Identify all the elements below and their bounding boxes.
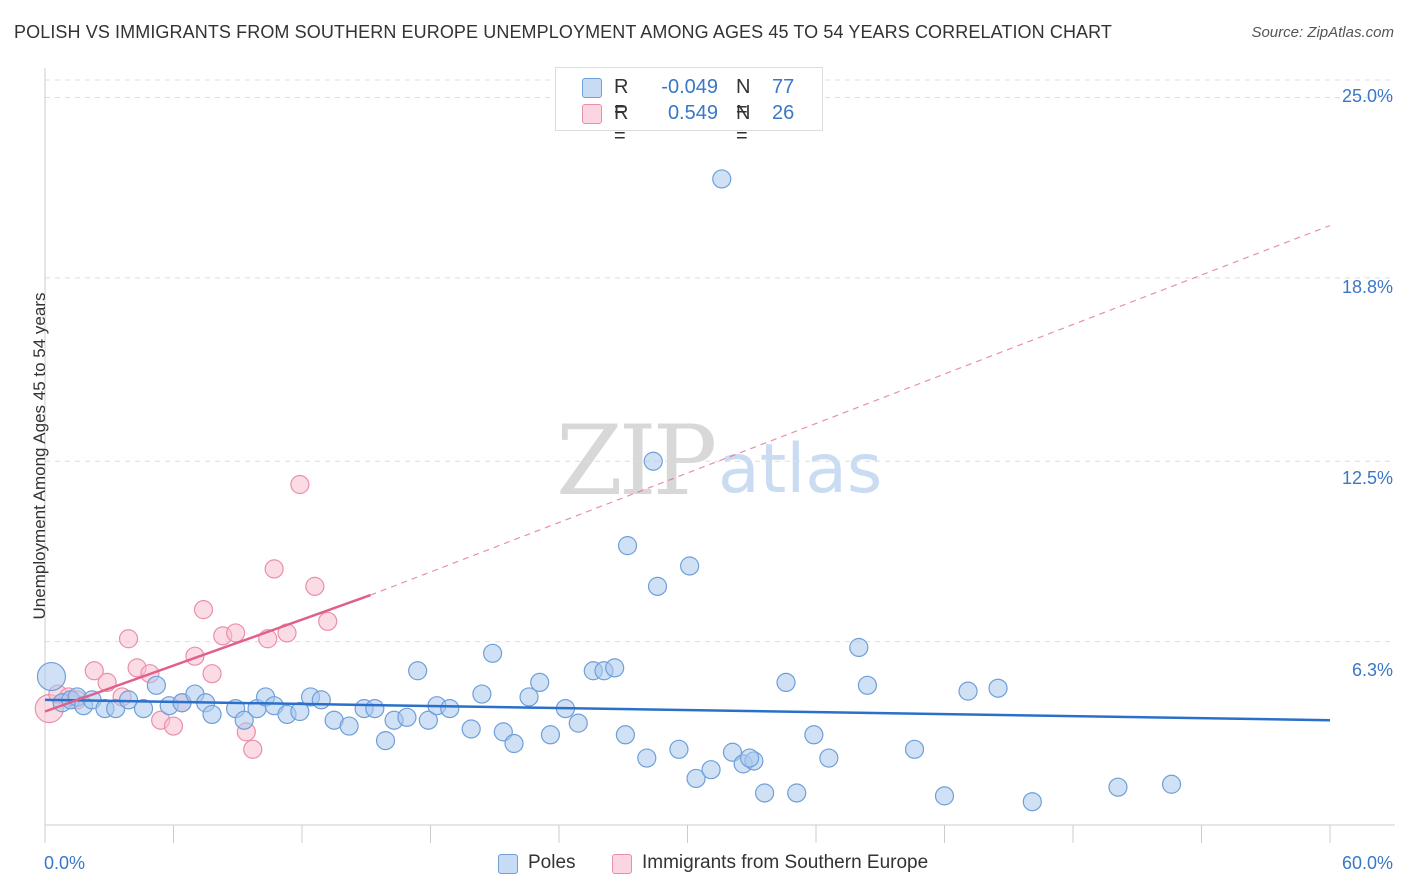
data-point-poles bbox=[787, 783, 807, 803]
data-point-poles bbox=[617, 536, 638, 556]
y-tick-label: 6.3% bbox=[1351, 660, 1393, 680]
data-point-poles bbox=[643, 451, 663, 471]
watermark-atlas: atlas bbox=[718, 430, 883, 509]
data-point-poles bbox=[904, 739, 925, 759]
data-point-immigrants bbox=[193, 600, 214, 620]
data-point-poles bbox=[483, 643, 503, 663]
data-point-poles bbox=[440, 698, 460, 719]
bottom-legend-swatch-immigrants bbox=[612, 854, 632, 874]
data-point-poles bbox=[637, 748, 657, 768]
trend-line-immigrants bbox=[44, 593, 371, 713]
data-point-poles bbox=[819, 748, 839, 768]
data-point-poles bbox=[36, 661, 67, 692]
x-tick-label-max: 60.0% bbox=[1341, 853, 1393, 873]
data-point-poles bbox=[647, 576, 668, 596]
chart-title: POLISH VS IMMIGRANTS FROM SOUTHERN EUROP… bbox=[14, 22, 1113, 42]
data-point-immigrants bbox=[84, 661, 104, 681]
data-point-immigrants bbox=[243, 739, 263, 759]
data-point-poles bbox=[934, 786, 955, 806]
data-point-poles bbox=[504, 733, 524, 754]
data-point-poles bbox=[365, 698, 385, 719]
data-point-poles bbox=[804, 725, 824, 745]
source-label[interactable]: Source: ZipAtlas.com bbox=[1251, 24, 1394, 41]
data-point-immigrants bbox=[226, 623, 246, 643]
data-point-poles bbox=[849, 637, 869, 658]
y-tick-label: 12.5% bbox=[1341, 468, 1393, 488]
data-point-poles bbox=[397, 707, 417, 727]
data-point-poles bbox=[418, 710, 438, 730]
legend-r-value: -0.049 bbox=[661, 76, 718, 98]
bottom-legend-poles[interactable]: Poles bbox=[528, 852, 576, 873]
data-point-poles bbox=[375, 731, 396, 751]
y-tick-label: 18.8% bbox=[1341, 277, 1393, 297]
data-point-poles bbox=[988, 678, 1008, 698]
legend-n-label: N = bbox=[736, 102, 751, 147]
data-point-immigrants bbox=[318, 611, 338, 631]
legend-r-value: 0.549 bbox=[667, 102, 718, 124]
data-point-poles bbox=[712, 169, 732, 189]
data-point-poles bbox=[669, 739, 689, 759]
legend-n-value: 77 bbox=[772, 76, 795, 98]
data-point-poles bbox=[740, 748, 760, 768]
data-point-poles bbox=[568, 713, 588, 733]
data-point-poles bbox=[540, 725, 561, 745]
data-point-poles bbox=[133, 698, 154, 719]
data-point-poles bbox=[408, 661, 428, 681]
data-point-poles bbox=[290, 701, 310, 722]
legend-swatch-blue bbox=[582, 78, 602, 98]
legend-r-label: R = bbox=[614, 76, 629, 121]
data-point-poles bbox=[1161, 774, 1182, 794]
trend-line-poles bbox=[44, 698, 1331, 722]
legend-n-value: 26 bbox=[772, 102, 795, 124]
data-point-poles bbox=[958, 681, 978, 701]
legend-r-label: R = bbox=[614, 102, 629, 147]
trend-lines bbox=[44, 224, 1331, 722]
data-point-poles bbox=[1108, 777, 1128, 797]
legend-swatch-pink bbox=[582, 104, 602, 124]
trend-line-immigrants-extrapolated bbox=[370, 224, 1331, 596]
data-point-immigrants bbox=[118, 629, 139, 649]
data-point-poles bbox=[234, 710, 254, 730]
data-point-poles bbox=[754, 783, 775, 803]
data-point-immigrants bbox=[264, 559, 284, 579]
legend: R = -0.049 N = 77 R = 0.549 N = 26 bbox=[555, 67, 823, 147]
data-point-poles bbox=[530, 672, 550, 693]
data-point-poles bbox=[857, 675, 878, 695]
y-axis-label: Unemployment Among Ages 45 to 54 years bbox=[30, 292, 49, 620]
data-point-poles bbox=[1022, 792, 1042, 812]
x-tick-label-min: 0.0% bbox=[44, 853, 86, 873]
data-point-poles bbox=[776, 672, 796, 693]
data-point-immigrants bbox=[163, 716, 184, 736]
y-tick-label: 25.0% bbox=[1341, 86, 1393, 106]
series-poles-points bbox=[36, 169, 1182, 812]
data-point-poles bbox=[461, 719, 481, 739]
data-point-poles bbox=[701, 760, 721, 780]
data-point-poles bbox=[472, 684, 492, 704]
data-point-poles bbox=[202, 704, 222, 725]
bottom-legend-immigrants[interactable]: Immigrants from Southern Europe bbox=[642, 852, 929, 873]
data-point-poles bbox=[146, 675, 166, 695]
gridlines bbox=[45, 79, 1395, 643]
bottom-legend-swatch-poles bbox=[498, 854, 518, 874]
data-point-poles bbox=[615, 725, 635, 745]
data-point-poles bbox=[605, 658, 625, 678]
legend-n-label: N = bbox=[736, 76, 751, 121]
data-point-immigrants bbox=[202, 664, 222, 684]
data-point-immigrants bbox=[305, 576, 325, 596]
data-point-poles bbox=[519, 687, 539, 707]
data-point-poles bbox=[339, 716, 359, 736]
data-point-poles bbox=[311, 690, 331, 710]
data-point-poles bbox=[680, 556, 700, 576]
data-point-poles bbox=[686, 768, 706, 789]
data-point-immigrants bbox=[290, 474, 310, 495]
